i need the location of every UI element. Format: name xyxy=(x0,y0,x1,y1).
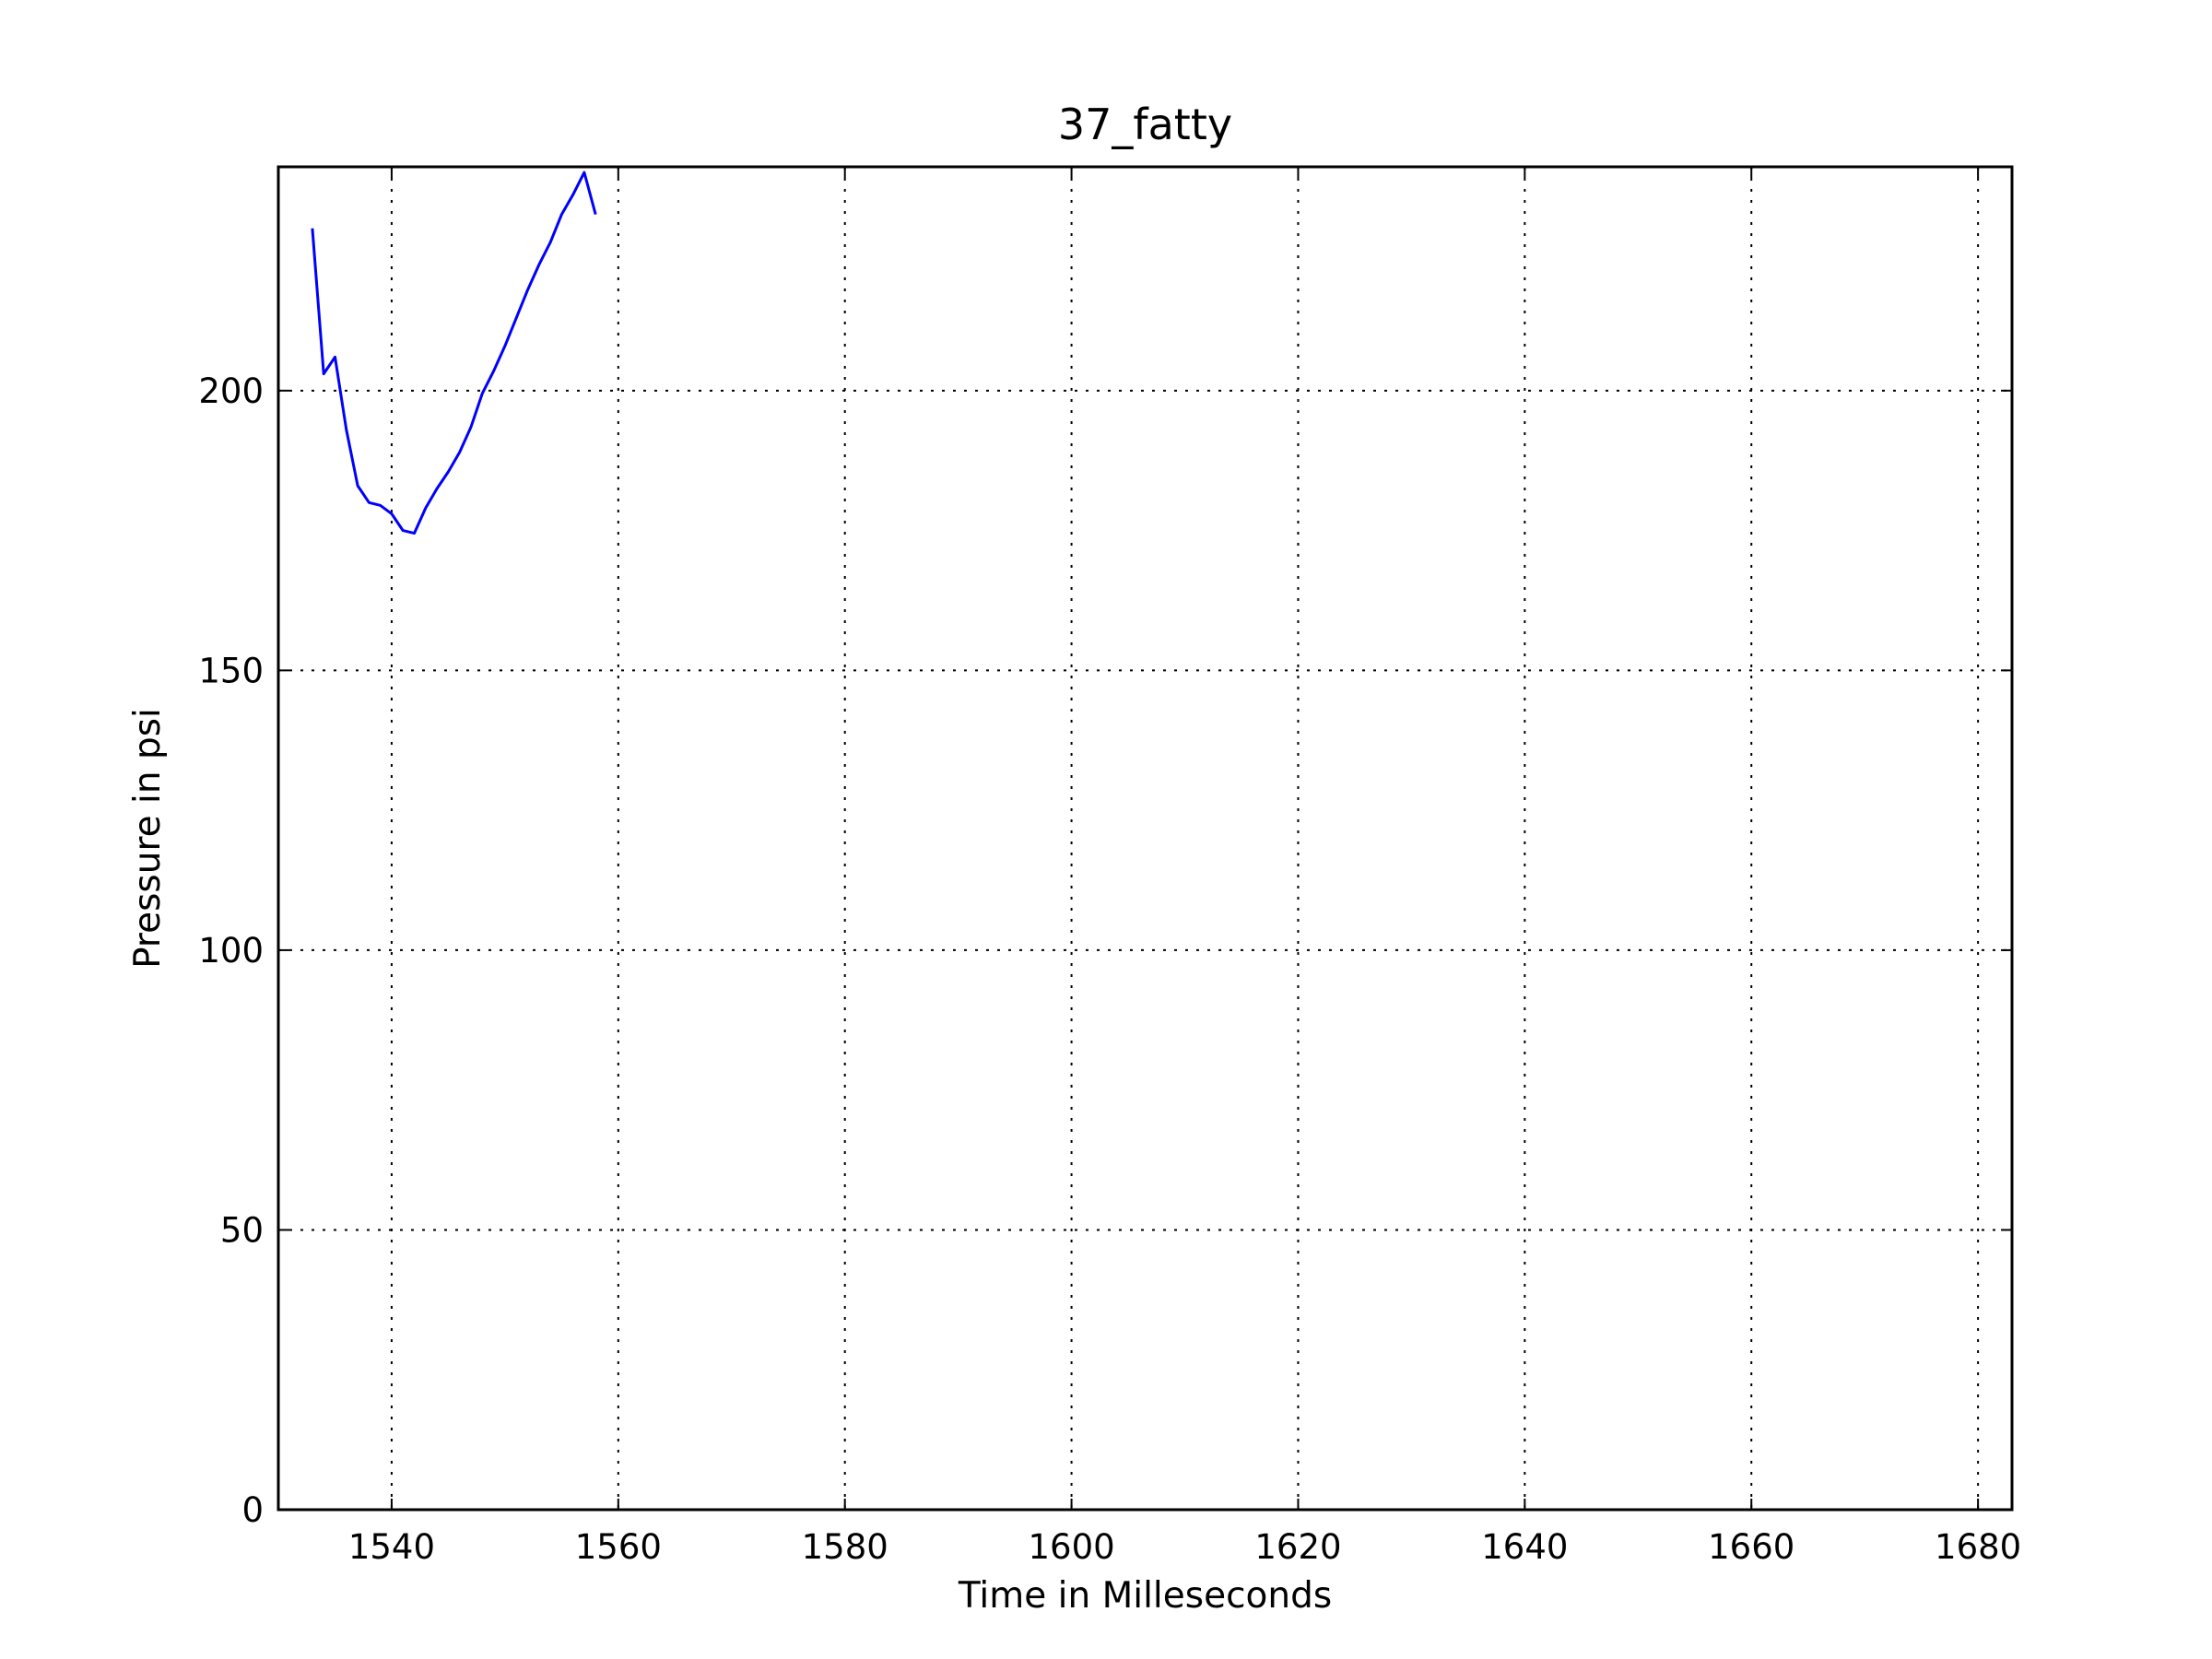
series-line xyxy=(311,171,597,535)
x-axis-label: Time in Milleseconds xyxy=(958,1575,1332,1617)
x-tick-label: 1560 xyxy=(575,1527,662,1567)
x-tick-label: 1640 xyxy=(1481,1527,1568,1567)
x-tick-label: 1540 xyxy=(348,1527,435,1567)
chart-title: 37_fatty xyxy=(1058,100,1232,149)
x-tick-label: 1620 xyxy=(1254,1527,1341,1567)
x-tick-label: 1680 xyxy=(1935,1527,2021,1567)
x-tick-label: 1580 xyxy=(802,1527,888,1567)
y-tick-label: 0 xyxy=(241,1490,264,1530)
plot-frame xyxy=(276,165,2014,1512)
x-tick-label: 1660 xyxy=(1708,1527,1794,1567)
grid-lines xyxy=(278,167,2012,1510)
x-tick-label: 1600 xyxy=(1029,1527,1115,1567)
tick-labels: 1540 1560 1580 1600 1620 1640 1660 1680 0 50 100 15… xyxy=(198,371,2021,1567)
y-tick-label: 50 xyxy=(220,1210,264,1250)
y-tick-label: 150 xyxy=(198,651,264,690)
y-axis-label: Pressure in psi xyxy=(127,708,169,969)
series-layer xyxy=(311,171,597,535)
y-tick-label: 100 xyxy=(198,931,264,971)
axis-ticks xyxy=(278,167,2012,1511)
y-tick-label: 200 xyxy=(198,371,264,411)
